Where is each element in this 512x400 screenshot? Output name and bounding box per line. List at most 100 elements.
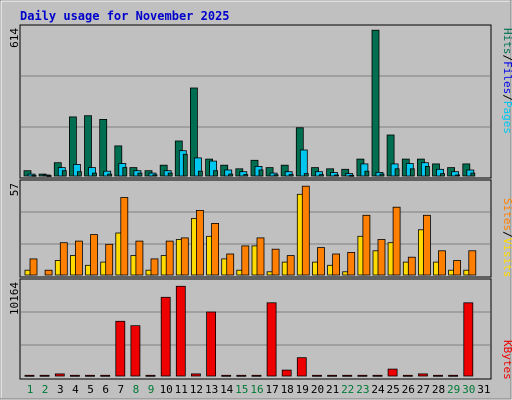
day-label: 2 <box>42 383 49 396</box>
pages-bar <box>61 170 67 177</box>
kbytes-bar <box>402 374 413 377</box>
kbytes-bar <box>327 374 338 377</box>
day-label: 26 <box>402 383 415 396</box>
sites-bar <box>29 258 38 276</box>
kbytes-panel: 10164 KBytes <box>8 278 512 380</box>
kbytes-legend: KBytes <box>501 340 512 380</box>
legend-separator: / <box>501 94 512 101</box>
sites-bar <box>332 253 341 276</box>
legend-visits: Visits <box>501 238 512 278</box>
pages-bar <box>440 173 445 177</box>
sites-bar <box>377 239 386 276</box>
pages-bar <box>182 153 188 177</box>
kbytes-bar <box>448 374 459 377</box>
sites-bar <box>226 253 235 276</box>
pages-bar <box>409 168 415 177</box>
kbytes-bar <box>175 285 186 377</box>
pages-bar <box>228 173 234 177</box>
kbytes-bar <box>145 374 156 377</box>
pages-bar <box>77 171 82 177</box>
day-label: 31 <box>477 383 490 396</box>
kbytes-bar <box>296 357 307 377</box>
files-bar <box>360 163 369 177</box>
day-label: 8 <box>133 383 140 396</box>
day-label: 18 <box>281 383 294 396</box>
files-bar <box>451 171 460 177</box>
kbytes-bars <box>24 285 474 377</box>
hits-bar <box>69 116 77 177</box>
day-label: 14 <box>220 383 234 396</box>
hits-bar <box>23 170 32 177</box>
kbytes-bar <box>54 373 65 377</box>
day-label: 30 <box>462 383 475 396</box>
kbytes-bar <box>100 374 111 377</box>
kbytes-bar <box>463 302 474 377</box>
pages-bar <box>122 167 128 177</box>
legend-pages: Pages <box>501 101 512 134</box>
pages-bar <box>288 174 294 177</box>
svg-text:Hits/Files/Pages: Hits/Files/Pages <box>501 28 512 134</box>
day-label: 15 <box>235 383 248 396</box>
hits-bar <box>114 145 123 177</box>
sites-bar <box>468 250 477 276</box>
files-bar <box>284 171 293 177</box>
sites-bar <box>59 242 68 276</box>
pages-bar <box>470 172 476 177</box>
files-bar <box>315 171 323 177</box>
hits-bar <box>341 168 350 177</box>
kbytes-bar <box>39 374 50 377</box>
files-bar <box>193 157 202 177</box>
kbytes-bar <box>160 296 171 377</box>
day-label: 21 <box>326 383 339 396</box>
pages-bar <box>424 165 430 177</box>
hits-bar <box>280 164 289 177</box>
kbytes-bar <box>357 374 368 377</box>
sites-bar <box>150 258 159 276</box>
day-label: 11 <box>175 383 188 396</box>
sites-bar <box>422 214 431 276</box>
pages-bar <box>167 172 173 177</box>
sites-bar <box>407 256 416 276</box>
sites-bar <box>211 222 220 276</box>
sites-bar <box>392 206 401 276</box>
day-labels: 1 2 3 4 5 6 7 8 9 10 11 12 13 14 15 16 17 18 19 20 21 22 23 24 2… <box>27 383 491 396</box>
kbytes-bar <box>190 373 201 377</box>
pages-bar <box>137 172 143 177</box>
kbytes-bar <box>85 374 95 377</box>
files-bar <box>436 168 444 177</box>
sites-bar <box>241 245 250 276</box>
day-label: 27 <box>417 383 430 396</box>
legend-files: Files <box>501 61 512 94</box>
kbytes-bar <box>24 374 35 377</box>
kbytes-bar <box>372 374 383 377</box>
day-label: 3 <box>57 383 64 396</box>
sites-bar <box>75 240 83 276</box>
day-label: 7 <box>117 383 124 396</box>
pages-bar <box>152 174 158 177</box>
day-label: 1 <box>27 383 34 396</box>
sites-bar <box>90 234 98 276</box>
day-label: 16 <box>250 383 263 396</box>
sites-bar <box>438 250 446 276</box>
pages-bar <box>213 170 219 177</box>
kbytes-bar <box>417 373 428 377</box>
visits-bars <box>24 185 477 276</box>
files-bar <box>73 163 81 177</box>
files-bar <box>299 149 308 177</box>
day-label: 9 <box>148 383 155 396</box>
sites-bar <box>165 240 174 276</box>
kbytes-plot-area <box>19 278 492 380</box>
pages-bar <box>394 168 400 177</box>
kbytes-bar <box>251 374 262 377</box>
sites-bar <box>362 214 371 276</box>
legend-kbytes: KBytes <box>501 340 512 380</box>
hits-bar <box>371 29 380 177</box>
day-label: 13 <box>205 383 218 396</box>
kbytes-bar <box>342 374 353 377</box>
pages-bar <box>273 174 279 177</box>
sites-bar <box>347 251 356 276</box>
kbytes-bar <box>115 320 126 377</box>
day-label: 19 <box>296 383 309 396</box>
kbytes-bar <box>387 368 398 377</box>
